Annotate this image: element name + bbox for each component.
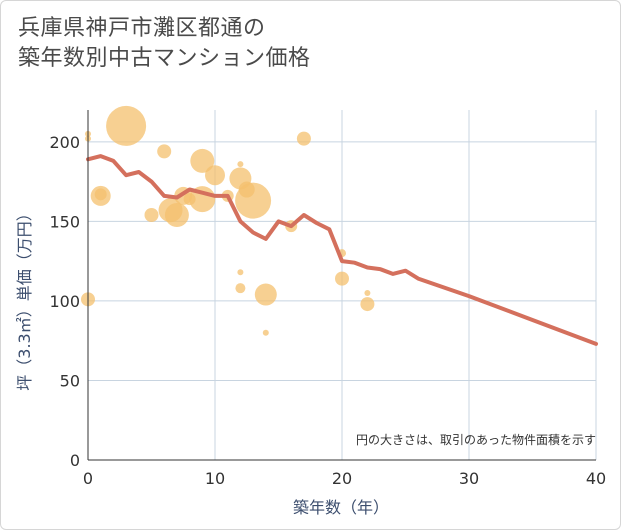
bubble-20 [237, 269, 244, 276]
y-tick-label-3: 150 [49, 212, 80, 231]
bubble-14 [205, 165, 225, 186]
bubble-22 [254, 283, 277, 306]
x-tick-label-4: 40 [586, 469, 606, 488]
chart-title-line-2: 築年数別中古マンション価格 [18, 46, 311, 71]
x-tick-label-2: 20 [332, 469, 352, 488]
y-tick-label-2: 100 [49, 292, 80, 311]
bubble-23 [262, 329, 269, 336]
x-tick-label-3: 30 [459, 469, 479, 488]
y-tick-label-0: 0 [70, 451, 80, 470]
bubble-25 [296, 131, 311, 146]
bubble-29 [360, 297, 375, 312]
y-axis-label: 坪（3.3㎡）単価（万円） [15, 205, 34, 390]
x-axis-label: 築年数（年） [293, 498, 389, 517]
y-tick-label-1: 50 [60, 371, 80, 390]
bubble-size-note: 円の大きさは、取引のあった物件面積を示す [356, 432, 596, 447]
x-tick-label-1: 10 [205, 469, 225, 488]
bubble-27 [335, 271, 349, 286]
bubble-12 [190, 148, 215, 173]
trend-line [86, 154, 598, 346]
bubble-19 [235, 182, 272, 219]
bubble-16 [237, 161, 244, 168]
bubble-6 [144, 208, 159, 222]
bubble-5 [106, 105, 147, 146]
bubble-28 [364, 289, 371, 296]
trend-layer [86, 154, 598, 346]
y-tick-label-4: 200 [49, 133, 80, 152]
chart-title-line-1: 兵庫県神戸市灘区都通の [18, 16, 266, 41]
x-tick-label-0: 0 [83, 469, 93, 488]
bubble-7 [157, 144, 172, 159]
bubble-21 [235, 283, 246, 294]
bubble-4 [94, 188, 107, 201]
chart-title: 兵庫県神戸市灘区都通の 築年数別中古マンション価格 [18, 14, 311, 74]
axes: 0 10 20 30 40 0 50 100 150 200 [49, 110, 606, 488]
bubble-9 [164, 203, 189, 227]
